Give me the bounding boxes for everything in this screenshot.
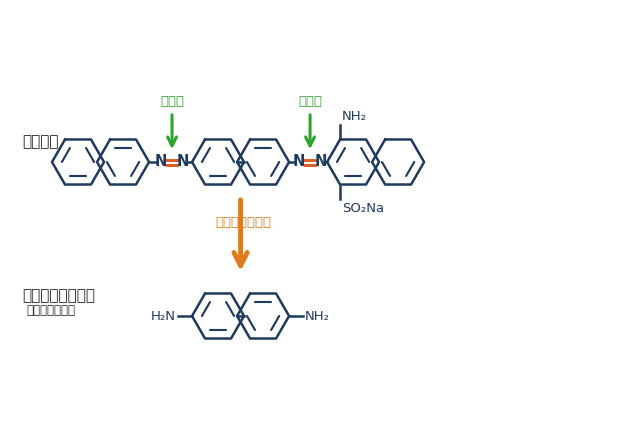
Text: N: N (293, 154, 305, 170)
Text: SO₂Na: SO₂Na (342, 201, 384, 215)
Text: （ベンジジン）: （ベンジジン） (26, 304, 75, 318)
Text: N: N (177, 154, 190, 170)
Text: 還元による分解: 還元による分解 (216, 217, 272, 229)
Text: アゾ基: アゾ基 (298, 95, 322, 108)
Text: N: N (155, 154, 167, 170)
Text: アゾ染料: アゾ染料 (22, 134, 59, 150)
Text: N: N (315, 154, 328, 170)
Text: NH₂: NH₂ (342, 111, 367, 123)
Text: NH₂: NH₂ (305, 310, 330, 323)
Text: アゾ基: アゾ基 (160, 95, 184, 108)
Text: H₂N: H₂N (151, 310, 176, 323)
Text: 特定芳香族アミン: 特定芳香族アミン (22, 288, 95, 304)
